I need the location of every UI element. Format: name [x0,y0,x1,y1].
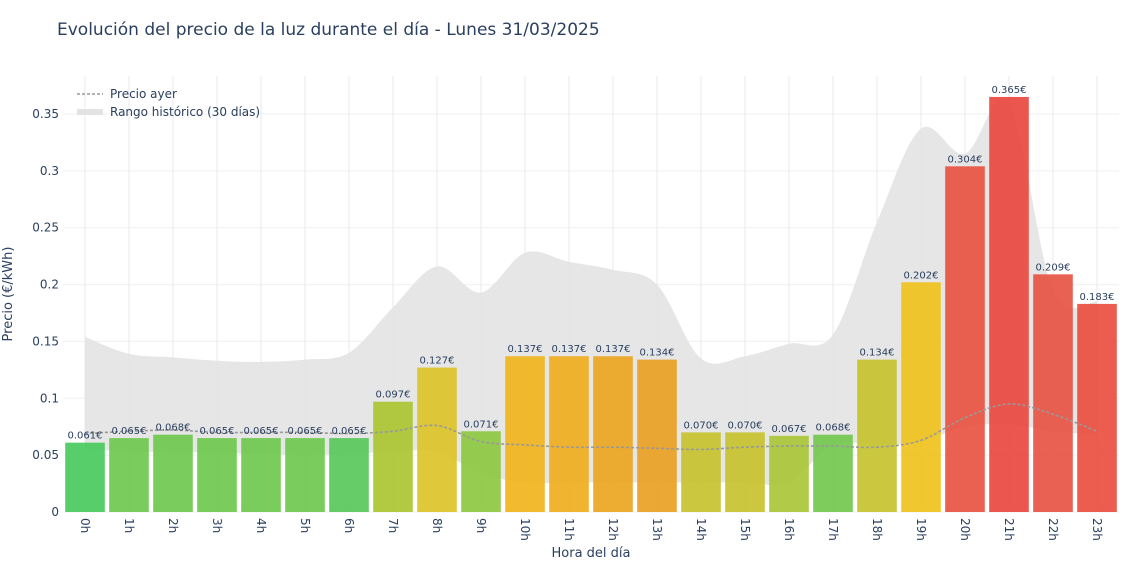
bar-value-label: 0.209€ [1036,262,1071,273]
bar-0h[interactable] [65,442,105,512]
x-axis-title: Hora del día [552,546,631,561]
bar-2h[interactable] [153,434,193,512]
x-tick-label: 13h [650,518,664,541]
bar-3h[interactable] [197,438,237,512]
y-tick-label: 0.15 [32,334,59,348]
bar-value-label: 0.068€ [816,423,851,434]
bar-16h[interactable] [769,435,809,512]
x-tick-label: 6h [342,518,356,533]
bar-value-label: 0.097€ [376,390,411,401]
bar-17h[interactable] [813,434,853,512]
x-tick-label: 7h [386,518,400,533]
y-tick-label: 0.35 [32,107,59,121]
bar-value-label: 0.067€ [772,424,807,435]
x-tick-label: 4h [254,518,268,533]
bar-value-label: 0.365€ [992,85,1027,96]
y-tick-label: 0 [51,505,59,519]
y-tick-label: 0.05 [32,448,59,462]
yesterday-price-line [84,403,1098,451]
bar-18h[interactable] [857,359,897,512]
y-axis-title: Precio (€/kWh) [1,247,16,342]
bar-value-label: 0.183€ [1080,292,1115,303]
bar-12h[interactable] [593,356,633,512]
y-tick-label: 0.25 [32,221,59,235]
x-tick-label: 16h [782,518,796,541]
y-tick-labels: 0 0.05 0.1 0.15 0.2 0.25 0.3 0.35 [32,107,59,519]
bar-19h[interactable] [901,282,941,512]
bar-value-label: 0.071€ [464,419,499,430]
x-tick-label: 8h [430,518,444,533]
x-tick-label: 17h [826,518,840,541]
bar-1h[interactable] [109,438,149,512]
legend-yesterday-label: Precio ayer [110,87,177,101]
bar-10h[interactable] [505,356,545,512]
x-tick-label: 11h [562,518,576,541]
legend: Precio ayer Rango histórico (30 días) [77,87,260,119]
bar-15h[interactable] [725,432,765,512]
bar-value-label: 0.070€ [728,420,763,431]
bar-value-label: 0.127€ [420,356,455,367]
bar-22h[interactable] [1033,274,1073,512]
x-tick-label: 23h [1090,518,1104,541]
x-tick-label: 21h [1002,518,1016,541]
y-tick-label: 0.2 [40,278,59,292]
y-tick-label: 0.1 [40,391,59,405]
legend-range-label: Rango histórico (30 días) [110,105,260,119]
x-tick-label: 10h [518,518,532,541]
x-tick-label: 14h [694,518,708,541]
yesterday-line [84,403,1098,451]
bar-value-label: 0.304€ [948,154,983,165]
x-tick-label: 19h [914,518,928,541]
bar-5h[interactable] [285,438,325,512]
bar-20h[interactable] [945,166,985,512]
x-tick-label: 2h [166,518,180,533]
x-tick-labels: 0h 1h 2h 3h 4h 5h 6h 7h 8h 9h 10h 11h 12h 13h 14h 15h 16… [78,518,1104,541]
x-tick-label: 1h [122,518,136,533]
x-tick-label: 5h [298,518,312,533]
bar-9h[interactable] [461,431,501,512]
bar-value-label: 0.068€ [156,423,191,434]
bar-11h[interactable] [549,356,589,512]
x-tick-label: 9h [474,518,488,533]
bar-value-label: 0.134€ [640,348,675,359]
bar-value-label: 0.065€ [200,426,235,437]
bars [65,96,1117,512]
x-tick-label: 12h [606,518,620,541]
bar-value-label: 0.202€ [904,270,939,281]
x-tick-label: 3h [210,518,224,533]
x-tick-label: 18h [870,518,884,541]
bar-value-label: 0.137€ [596,344,631,355]
bar-value-label: 0.061€ [68,431,103,442]
bar-13h[interactable] [637,359,677,512]
bar-value-label: 0.065€ [244,426,279,437]
bar-value-label: 0.065€ [332,426,367,437]
bar-6h[interactable] [329,438,369,512]
bar-7h[interactable] [373,401,413,512]
x-tick-label: 0h [78,518,92,533]
bar-4h[interactable] [241,438,281,512]
bar-value-label: 0.134€ [860,348,895,359]
historic-range-band [85,98,1097,486]
bar-value-label: 0.065€ [112,426,147,437]
bar-value-label: 0.137€ [552,344,587,355]
bar-23h[interactable] [1077,303,1117,512]
bar-8h[interactable] [417,367,457,512]
bar-value-label: 0.070€ [684,420,719,431]
bar-value-label: 0.137€ [508,344,543,355]
x-tick-label: 22h [1046,518,1060,541]
historic-range-area [85,98,1097,486]
bar-14h[interactable] [681,432,721,512]
chart-title: Evolución del precio de la luz durante e… [57,20,600,40]
bar-value-label: 0.065€ [288,426,323,437]
data-labels: 0.061€ 0.065€ 0.068€ 0.065€ 0.065€ 0.065€ 0.06… [68,85,1115,442]
bar-21h[interactable] [989,96,1029,512]
x-tick-label: 15h [738,518,752,541]
x-tick-label: 20h [958,518,972,541]
y-tick-label: 0.3 [40,164,59,178]
